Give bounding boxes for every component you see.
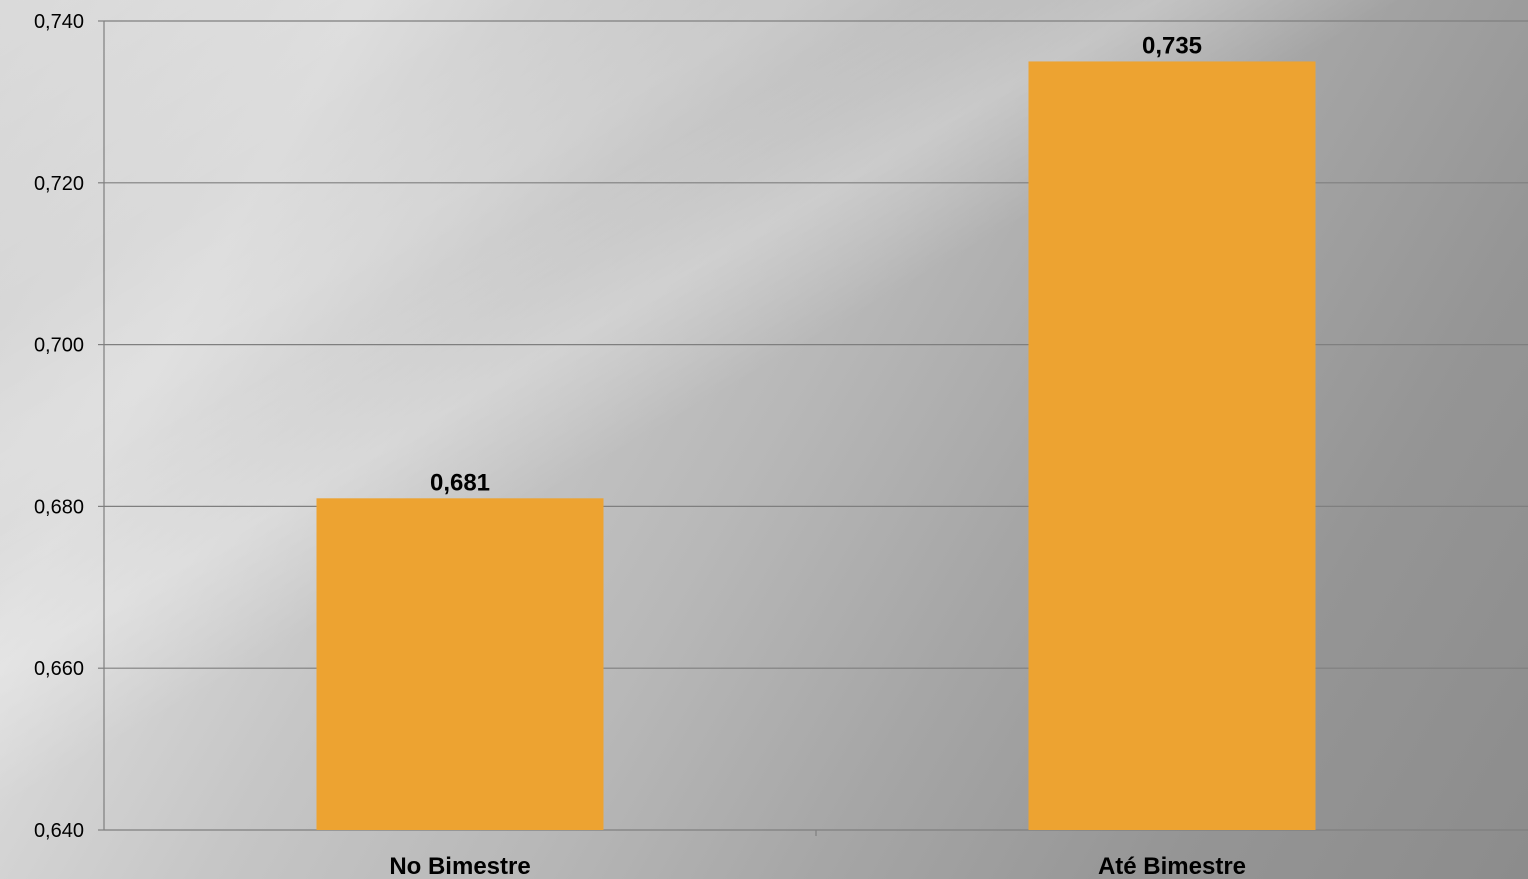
y-tick-label: 0,700	[34, 335, 84, 357]
y-tick-label: 0,640	[34, 820, 84, 842]
bar	[1028, 61, 1316, 830]
data-label: 0,735	[1142, 32, 1202, 59]
axes	[98, 20, 817, 836]
y-tick-label: 0,740	[34, 11, 84, 33]
category-label: Até Bimestre	[1098, 853, 1246, 879]
category-label: No Bimestre	[389, 853, 530, 879]
bars	[316, 61, 1316, 830]
y-tick-label: 0,720	[34, 173, 84, 195]
y-tick-label: 0,660	[34, 658, 84, 680]
bar	[316, 498, 604, 830]
labels: 0,640 0,660 0,680 0,700 0,720 0,740 0,681 No Bi…	[34, 11, 1246, 879]
y-tick-label: 0,680	[34, 496, 84, 518]
data-label: 0,681	[430, 469, 490, 496]
